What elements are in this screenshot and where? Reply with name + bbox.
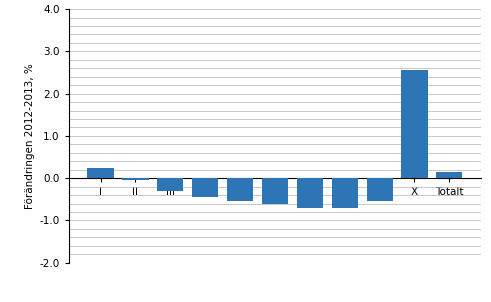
Bar: [262, 178, 288, 204]
Bar: [402, 70, 428, 178]
Bar: [331, 178, 358, 208]
Bar: [297, 178, 323, 208]
Bar: [157, 178, 184, 191]
Bar: [122, 178, 148, 180]
Bar: [436, 172, 463, 178]
Y-axis label: Förändringen 2012-2013, %: Förändringen 2012-2013, %: [26, 63, 35, 209]
Bar: [87, 168, 113, 178]
Bar: [227, 178, 253, 201]
Bar: [366, 178, 393, 201]
Bar: [192, 178, 218, 197]
